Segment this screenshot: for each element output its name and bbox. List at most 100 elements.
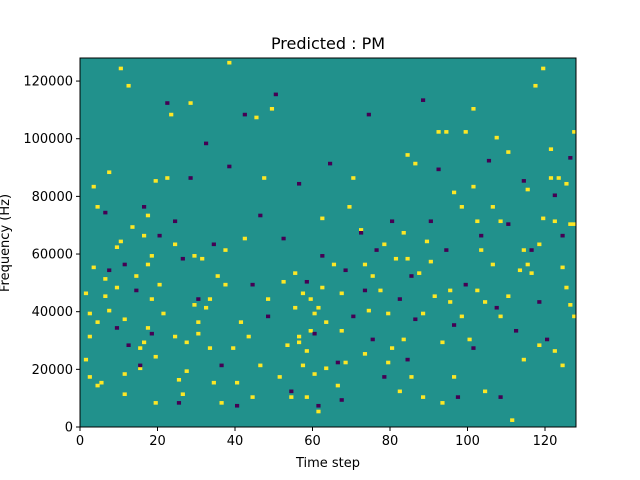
heatmap-cell-high	[308, 297, 313, 301]
heatmap-cell-low	[289, 389, 294, 394]
heatmap-cell-high	[529, 271, 534, 275]
heatmap-cell-low	[436, 167, 441, 172]
heatmap-cell-low	[281, 236, 286, 241]
heatmap-cell-low	[343, 268, 348, 273]
heatmap-cell-high	[130, 225, 135, 229]
x-axis-label: Time step	[295, 456, 360, 471]
heatmap-cell-high	[231, 346, 236, 350]
heatmap-cell-low	[413, 317, 418, 322]
heatmap-cell-high	[362, 262, 368, 267]
y-axis: 0 20000 40000 60000 80000 100000 120000	[23, 75, 80, 436]
heatmap-cell-low	[463, 282, 468, 287]
heatmap-cell-low	[165, 101, 170, 105]
heatmap-cell-high	[452, 190, 457, 195]
heatmap-cell-high	[510, 418, 515, 422]
heatmap-cell-high	[227, 60, 232, 65]
heatmap-cell-high	[463, 130, 468, 134]
heatmap-cell-high	[506, 150, 511, 154]
heatmap-cell-low	[560, 233, 565, 238]
heatmap-cell-high	[339, 291, 344, 296]
heatmap-cell-high	[417, 271, 422, 275]
heatmap-cell-low	[235, 403, 240, 408]
heatmap-cell-high	[467, 337, 472, 342]
heatmap-cell-low	[103, 210, 108, 215]
heatmap-cell-low	[114, 326, 120, 330]
heatmap-cell-high	[107, 170, 112, 175]
heatmap-cell-high	[157, 282, 162, 287]
heatmap-cell-high	[359, 228, 364, 232]
heatmap-cell-high	[297, 340, 302, 345]
heatmap-cell-high	[184, 369, 189, 373]
heatmap-cell-high	[149, 297, 154, 301]
heatmap-cell-high	[494, 135, 499, 140]
heatmap-cell-low	[486, 158, 492, 163]
heatmap-cell-high	[122, 317, 127, 322]
heatmap-cell-low	[142, 205, 147, 209]
heatmap-cell-high	[312, 372, 317, 376]
heatmap-cell-high	[223, 248, 228, 252]
y-tick-label: 60000	[32, 248, 73, 263]
heatmap-cell-high	[382, 242, 387, 247]
heatmap-cell-high	[331, 262, 337, 267]
heatmap-cell-low	[138, 363, 143, 368]
heatmap-cell-low	[498, 395, 503, 399]
heatmap-cell-low	[428, 219, 433, 224]
heatmap-cell-high	[215, 274, 220, 278]
heatmap-cell-low	[409, 274, 414, 278]
heatmap-cell-high	[436, 130, 441, 134]
heatmap-cell-low	[405, 357, 410, 362]
heatmap-cell-high	[409, 375, 414, 379]
heatmap-cell-high	[351, 176, 356, 180]
heatmap-cell-low	[273, 92, 278, 97]
heatmap-cell-high	[572, 222, 577, 226]
heatmap-cell-low	[370, 337, 375, 342]
heatmap-cell-low	[242, 112, 247, 117]
heatmap-cell-high	[153, 401, 158, 405]
heatmap-cell-high	[428, 259, 433, 264]
heatmap-cell-high	[95, 205, 100, 209]
heatmap-cell-low	[374, 248, 379, 252]
heatmap-cell-high	[548, 147, 554, 151]
heatmap-cell-high	[413, 161, 418, 166]
heatmap-cell-low	[529, 248, 534, 252]
heatmap-cell-low	[335, 360, 340, 365]
heatmap-cell-high	[95, 320, 100, 324]
heatmap-cell-high	[297, 334, 302, 339]
heatmap-cell-low	[521, 179, 526, 183]
heatmap-cell-high	[258, 363, 263, 368]
heatmap-cell-high	[219, 401, 224, 405]
plot-frame	[79, 57, 577, 428]
x-tick-label: 120	[533, 434, 558, 449]
x-tick-label: 40	[227, 434, 244, 449]
x-tick-label: 80	[382, 434, 399, 449]
heatmap-cell-high	[300, 291, 306, 296]
heatmap-cell-low	[297, 181, 302, 186]
heatmap-cell-high	[254, 115, 259, 120]
heatmap-cell-high	[316, 409, 321, 414]
heatmap-cell-low	[366, 112, 371, 117]
heatmap-cell-high	[324, 366, 329, 371]
heatmap-cell-low	[568, 156, 573, 160]
heatmap-cell-high	[393, 256, 399, 261]
heatmap-cell-high	[560, 363, 565, 368]
heatmap-cell-high	[471, 107, 476, 111]
heatmap-cell-high	[304, 349, 309, 353]
heatmap-cell-high	[99, 380, 104, 385]
heatmap-cell-low	[219, 363, 224, 368]
heatmap-cell-high	[95, 383, 100, 388]
heatmap-cell-high	[138, 366, 143, 371]
heatmap-cell-low	[339, 398, 344, 402]
heatmap-cell-high	[192, 254, 197, 258]
heatmap-cell-high	[192, 303, 197, 307]
heatmap-cell-low	[180, 256, 185, 261]
heatmap-cell-high	[517, 268, 523, 273]
heatmap-cell-high	[533, 83, 538, 88]
heatmap-cell-high	[180, 392, 185, 397]
heatmap-cell-high	[541, 216, 546, 221]
heatmap-cell-low	[362, 288, 368, 293]
heatmap-cell-high	[138, 346, 143, 350]
heatmap-cell-high	[122, 392, 127, 397]
heatmap-cell-low	[204, 141, 209, 146]
heatmap-cell-high	[176, 377, 182, 382]
heatmap-cell-high	[568, 222, 573, 226]
